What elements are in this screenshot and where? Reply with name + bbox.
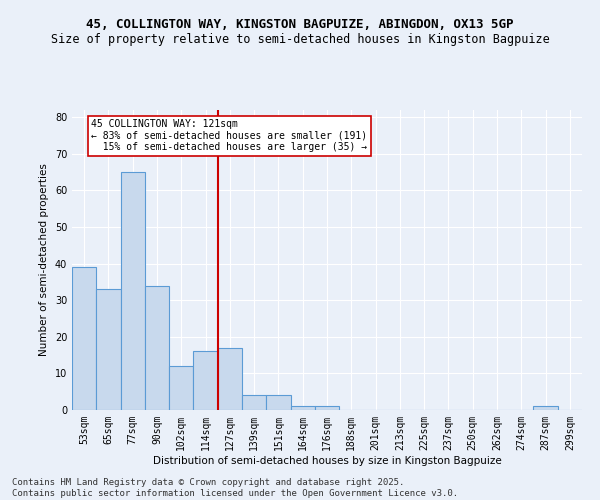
Text: Contains HM Land Registry data © Crown copyright and database right 2025.
Contai: Contains HM Land Registry data © Crown c…: [12, 478, 458, 498]
Bar: [145, 286, 169, 410]
Bar: [121, 172, 145, 410]
Bar: [242, 396, 266, 410]
Y-axis label: Number of semi-detached properties: Number of semi-detached properties: [39, 164, 49, 356]
Bar: [533, 406, 558, 410]
X-axis label: Distribution of semi-detached houses by size in Kingston Bagpuize: Distribution of semi-detached houses by …: [152, 456, 502, 466]
Bar: [290, 406, 315, 410]
Text: 45 COLLINGTON WAY: 121sqm
← 83% of semi-detached houses are smaller (191)
  15% : 45 COLLINGTON WAY: 121sqm ← 83% of semi-…: [91, 119, 368, 152]
Bar: [315, 406, 339, 410]
Bar: [266, 396, 290, 410]
Text: Size of property relative to semi-detached houses in Kingston Bagpuize: Size of property relative to semi-detach…: [50, 32, 550, 46]
Bar: [96, 290, 121, 410]
Bar: [218, 348, 242, 410]
Bar: [169, 366, 193, 410]
Bar: [72, 268, 96, 410]
Text: 45, COLLINGTON WAY, KINGSTON BAGPUIZE, ABINGDON, OX13 5GP: 45, COLLINGTON WAY, KINGSTON BAGPUIZE, A…: [86, 18, 514, 30]
Bar: [193, 352, 218, 410]
